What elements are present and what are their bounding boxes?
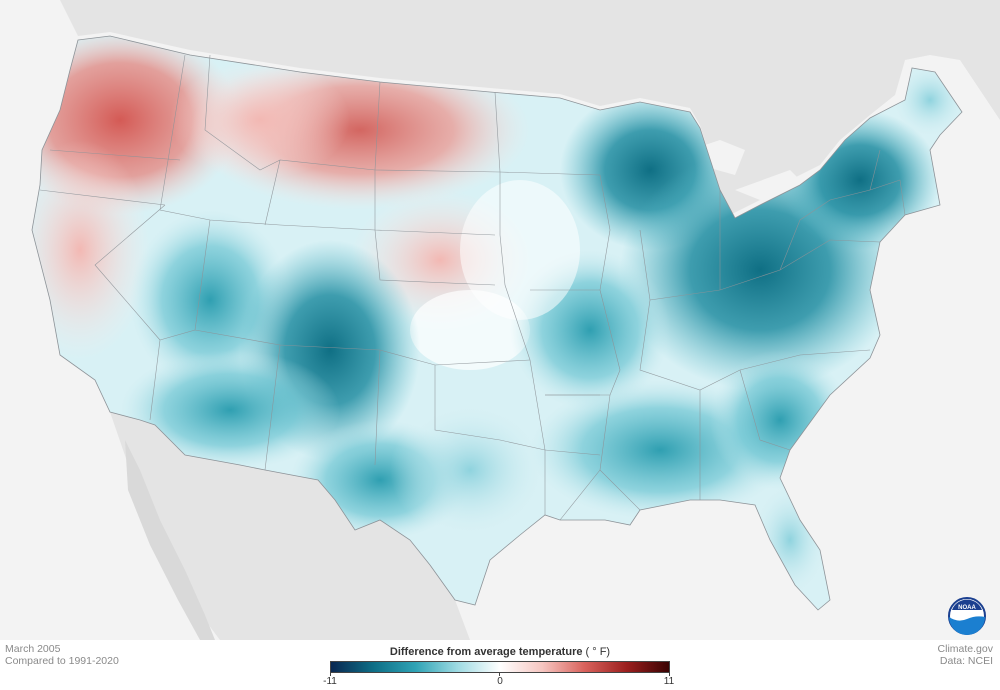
legend-max-label: 11 [663, 676, 675, 687]
noaa-logo-text: NOAA [958, 605, 976, 611]
mexico-landmass [110, 412, 470, 640]
legend-color-bar [330, 661, 670, 673]
legend-title-text: Difference from average temperature [389, 646, 583, 658]
legend-title: Difference from average temperature ( ° … [320, 646, 680, 658]
legend-min-label: -11 [323, 676, 337, 687]
legend-unit: ( ° F) [585, 646, 611, 658]
data-source-text: Data: NCEI [939, 655, 993, 667]
map-date: March 2005 [5, 643, 61, 655]
credit-text[interactable]: Climate.gov [937, 643, 993, 655]
map-baseline: Compared to 1991-2020 [5, 655, 119, 667]
map-footer: March 2005 Compared to 1991-2020 Differe… [0, 640, 1000, 690]
legend-tick-max [669, 672, 670, 676]
map-caption: March 2005 Compared to 1991-2020 [5, 643, 119, 667]
us-temperature-map: NOAA [0, 0, 1000, 640]
map-credits: Climate.gov Data: NCEI [938, 643, 993, 667]
conus-outline [31, 35, 963, 611]
baja-peninsula [125, 440, 215, 640]
legend-tick-min [330, 672, 331, 676]
canada-landmass [0, 0, 1000, 215]
state-borders [39, 54, 906, 521]
legend-tick-mid [499, 672, 500, 676]
color-legend: Difference from average temperature ( ° … [320, 644, 680, 690]
map-area: NOAA [0, 0, 1000, 640]
legend-mid-label: 0 [497, 676, 503, 687]
noaa-logo-icon[interactable]: NOAA [948, 597, 986, 635]
